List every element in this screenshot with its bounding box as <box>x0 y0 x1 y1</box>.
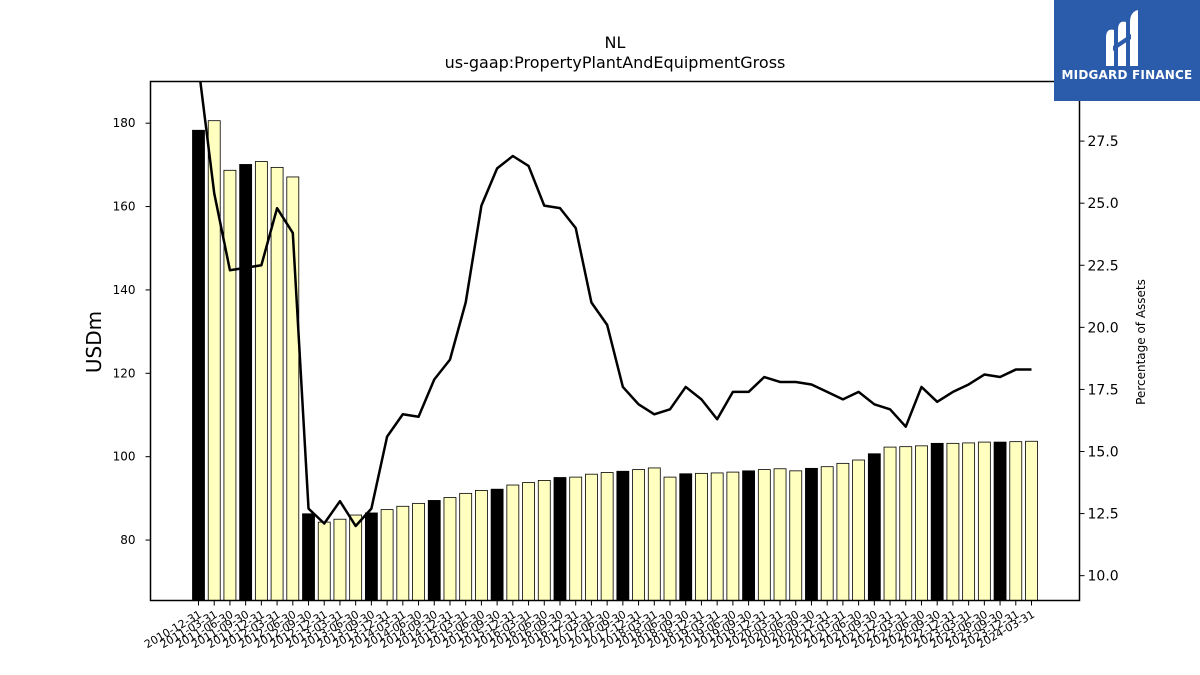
y2-tick-label: 20.0 <box>1088 320 1119 336</box>
bar-2023-09-30 <box>993 441 1007 601</box>
y-tick-label: 140 <box>113 283 136 297</box>
bar-2021-06-30 <box>852 459 866 601</box>
y-tick-label: 160 <box>113 200 136 214</box>
bar-2021-03-31 <box>836 462 850 601</box>
bar-2022-09-30 <box>930 442 944 601</box>
bar-2013-09-30 <box>364 512 378 601</box>
bar-2023-03-31 <box>962 442 976 601</box>
y-tick-label: 80 <box>120 533 135 547</box>
bar-2012-09-30 <box>302 513 315 601</box>
bar-2017-03-31 <box>585 473 598 601</box>
bar-2022-03-31 <box>899 446 913 601</box>
y-axis-label: USDm <box>82 311 106 373</box>
left-axis: 80 100 120 140 160 180 <box>113 116 151 547</box>
bar-2021-09-30 <box>867 453 881 601</box>
bar-2017-06-30 <box>600 472 614 601</box>
y-tick-label: 120 <box>113 366 136 380</box>
bar-2011-06-30 <box>223 169 237 601</box>
bar-2014-03-31 <box>396 505 410 601</box>
y2-tick-label: 27.5 <box>1088 134 1119 150</box>
bar-2018-09-30 <box>679 473 693 601</box>
y2-tick-label: 25.0 <box>1088 196 1119 212</box>
bar-2020-03-31 <box>773 468 787 601</box>
bar-2017-12-31 <box>632 469 645 601</box>
y2-axis-label: Percentage of Assets <box>1134 279 1148 405</box>
bar-2012-12-31 <box>317 521 331 601</box>
line-percentage-of-assets <box>199 81 1032 528</box>
bar-2020-06-30 <box>789 470 803 601</box>
bar-2018-12-31 <box>695 472 708 601</box>
chart-subtitle: us-gaap:PropertyPlantAndEquipmentGross <box>445 53 786 72</box>
y2-tick-label: 12.5 <box>1088 507 1119 523</box>
chart-title: NL <box>605 33 626 52</box>
brand-logo: MIDGARD FINANCE <box>1054 0 1200 101</box>
bar-2015-06-30 <box>475 490 488 601</box>
bar-2020-09-30 <box>805 467 818 601</box>
plot-frame <box>149 80 1081 602</box>
bar-2014-06-30 <box>412 502 425 601</box>
midgard-logo-icon <box>1106 10 1138 66</box>
x-axis: 2010-12-312011-03-312011-06-302011-09-30… <box>142 600 1037 651</box>
bar-2014-12-31 <box>443 497 457 601</box>
y-tick-label: 100 <box>113 450 136 464</box>
bar-2013-12-31 <box>380 509 394 601</box>
bar-2019-03-31 <box>710 472 724 601</box>
y2-tick-label: 17.5 <box>1088 382 1119 398</box>
bar-2019-06-30 <box>726 471 740 601</box>
bar-2016-12-31 <box>569 476 583 601</box>
bar-2018-06-30 <box>663 476 677 601</box>
y-tick-label: 180 <box>113 116 136 130</box>
bar-2015-09-30 <box>490 488 504 601</box>
logo-text: MIDGARD FINANCE <box>1061 68 1193 82</box>
bar-2022-06-30 <box>915 445 928 601</box>
line-series <box>199 81 1032 528</box>
bar-2022-12-31 <box>946 442 960 601</box>
bar-2024-03-31 <box>1025 440 1038 601</box>
bar-2019-09-30 <box>742 470 755 601</box>
bar-2015-03-31 <box>459 492 473 601</box>
bar-2013-03-31 <box>333 518 347 601</box>
bar-2020-12-31 <box>820 466 834 601</box>
y2-tick-label: 10.0 <box>1088 569 1119 585</box>
bar-2021-12-31 <box>883 446 897 601</box>
bar-2011-12-31 <box>254 161 268 601</box>
bar-2016-06-30 <box>537 480 551 601</box>
bar-2017-09-30 <box>616 470 630 601</box>
bar-2015-12-31 <box>506 484 520 601</box>
right-axis: 10.0 12.5 15.0 17.5 20.0 22.5 25.0 27.5 <box>1079 134 1119 585</box>
bar-2016-03-31 <box>522 482 535 601</box>
bar-2011-09-30 <box>239 164 253 601</box>
bar-2018-03-31 <box>647 467 661 601</box>
y2-tick-label: 15.0 <box>1088 445 1119 461</box>
bar-2019-12-31 <box>757 469 771 601</box>
bar-2010-12-31 <box>192 129 205 601</box>
bar-2023-12-31 <box>1009 441 1023 601</box>
bar-2012-03-31 <box>270 166 284 601</box>
y2-tick-label: 22.5 <box>1088 258 1119 274</box>
bar-2016-09-30 <box>553 477 567 601</box>
bar-2014-09-30 <box>427 500 441 601</box>
bar-2013-06-30 <box>349 514 363 601</box>
bar-2023-06-30 <box>977 441 991 601</box>
